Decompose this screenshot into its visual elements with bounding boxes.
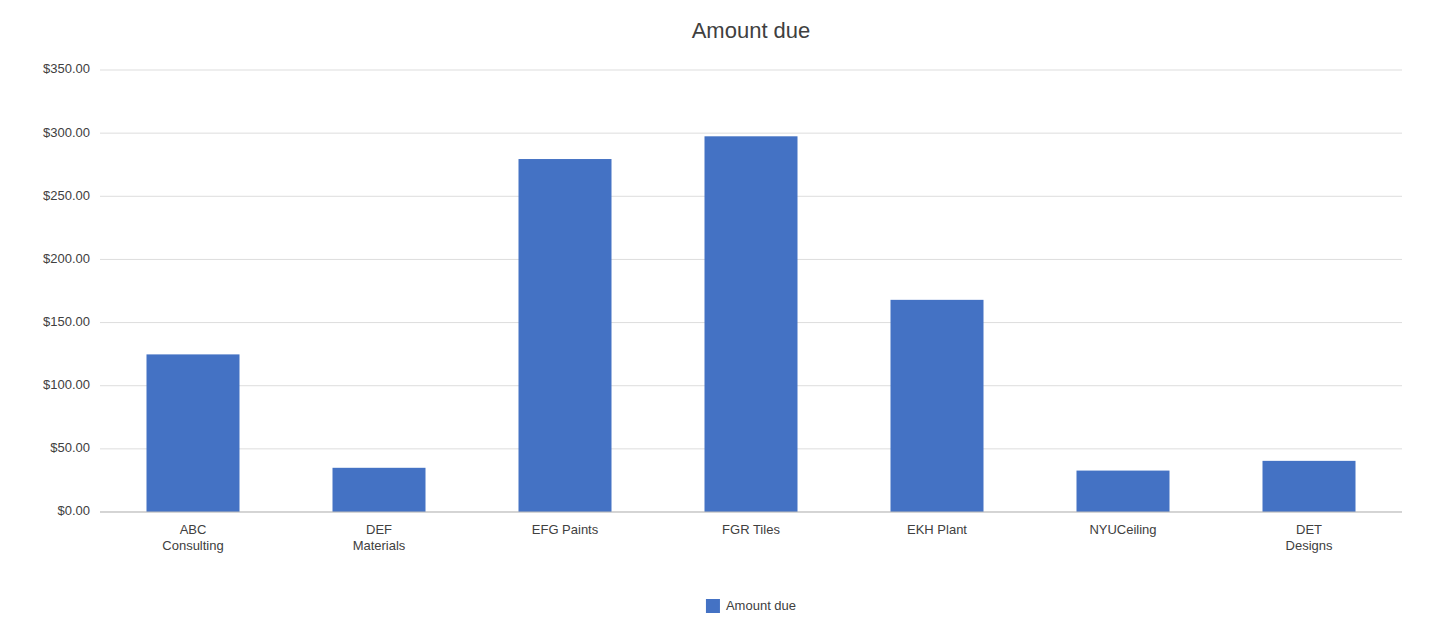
- y-tick-label: $250.00: [43, 188, 90, 203]
- x-tick-label: ABCConsulting: [162, 522, 223, 553]
- x-tick-label-line: Materials: [353, 538, 406, 553]
- bar: [705, 136, 798, 512]
- y-tick-label: $150.00: [43, 314, 90, 329]
- x-tick-label: EKH Plant: [907, 522, 967, 537]
- y-tick-label: $200.00: [43, 251, 90, 266]
- bars: [147, 136, 1356, 512]
- chart-container: Amount due $0.00 $50.00 $100.00 $150.00 $200.…: [0, 0, 1442, 642]
- x-tick-label: FGR Tiles: [722, 522, 780, 537]
- x-tick-label: EFG Paints: [532, 522, 599, 537]
- bar: [333, 468, 426, 512]
- y-tick-label: $0.00: [57, 503, 90, 518]
- chart-svg: Amount due $0.00 $50.00 $100.00 $150.00 $200.…: [0, 0, 1442, 642]
- x-tick-label-line: DET: [1296, 522, 1322, 537]
- x-tick-label-line: FGR Tiles: [722, 522, 780, 537]
- grid-line: [100, 133, 1402, 134]
- x-tick-label-line: Consulting: [162, 538, 223, 553]
- y-tick-label: $100.00: [43, 377, 90, 392]
- x-tick-label-line: ABC: [180, 522, 207, 537]
- y-tick-label: $350.00: [43, 61, 90, 76]
- bar: [1077, 471, 1170, 512]
- x-tick-label-line: DEF: [366, 522, 392, 537]
- legend-label: Amount due: [726, 598, 796, 613]
- chart-title: Amount due: [692, 18, 811, 43]
- legend-item: Amount due: [706, 598, 796, 613]
- legend: Amount due: [706, 598, 796, 613]
- grid-line: [100, 70, 1402, 71]
- x-tick-label: DETDesigns: [1286, 522, 1333, 553]
- grid-line: [100, 512, 1402, 513]
- x-tick-label-line: EFG Paints: [532, 522, 599, 537]
- grid: [100, 70, 1402, 512]
- y-tick-label: $50.00: [50, 440, 90, 455]
- bar: [519, 159, 612, 512]
- y-tick-label: $300.00: [43, 125, 90, 140]
- x-axis: ABCConsulting DEFMaterials EFG Paints FGR T…: [162, 522, 1333, 553]
- bar: [1263, 461, 1356, 512]
- x-tick-label: DEFMaterials: [353, 522, 406, 553]
- x-axis-line: [100, 512, 1402, 513]
- bar: [147, 354, 240, 512]
- bar: [891, 300, 984, 512]
- x-tick-label-line: EKH Plant: [907, 522, 967, 537]
- x-tick-label-line: Designs: [1286, 538, 1333, 553]
- legend-swatch: [706, 599, 720, 613]
- x-tick-label-line: NYUCeiling: [1089, 522, 1156, 537]
- x-tick-label: NYUCeiling: [1089, 522, 1156, 537]
- y-axis: $0.00 $50.00 $100.00 $150.00 $200.00 $250.00 $…: [43, 61, 90, 518]
